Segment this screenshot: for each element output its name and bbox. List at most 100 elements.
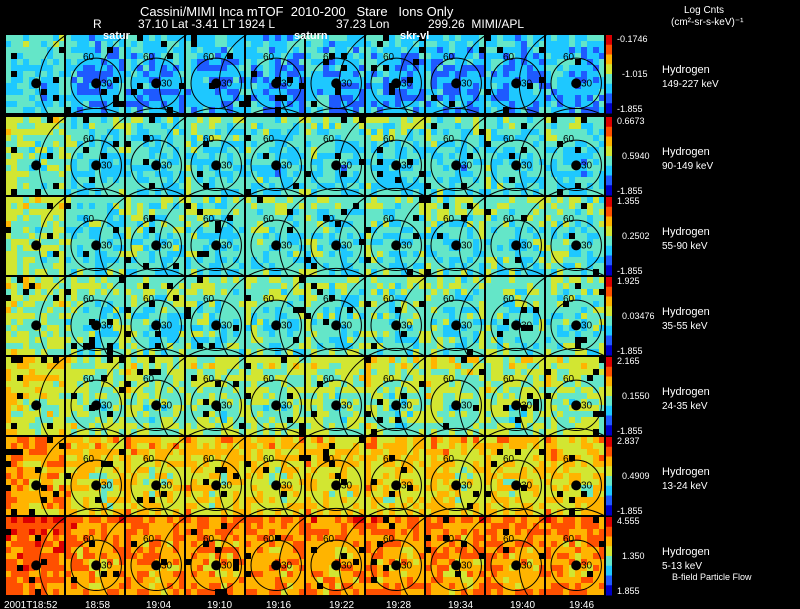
image-panel: [5, 357, 65, 435]
colorbar-segment: [606, 552, 612, 555]
colorbar-segment: [606, 97, 612, 100]
contour-label-60: 60: [383, 294, 395, 305]
contour-label-30: 30: [401, 560, 413, 571]
planet-marker: [151, 78, 162, 89]
colorbar-segment: [606, 569, 612, 573]
image-panel: 30 60: [278, 507, 394, 609]
colorbar-segment: [606, 40, 612, 44]
colorbar-segment: [606, 411, 612, 415]
planet-marker: [211, 400, 222, 411]
time-tick-label: 19:16: [266, 600, 291, 609]
colorbar-segment: [606, 546, 612, 549]
planet-marker: [571, 560, 582, 571]
contour-label-30: 30: [161, 78, 173, 89]
colorbar-segment: [606, 476, 612, 479]
contour-30: [70, 299, 122, 352]
contour-label-60: 60: [443, 214, 455, 225]
colorbar-segment: [606, 52, 612, 55]
colorbar-segment: [606, 593, 612, 596]
contour-30: [370, 219, 422, 272]
colorbar-segment: [606, 48, 612, 52]
overlay-label-3: skr-vl: [400, 30, 430, 42]
colorbar-segment: [606, 403, 612, 407]
colorbar-segment: [606, 317, 612, 321]
contour-30: [310, 459, 362, 512]
image-panel: [5, 35, 65, 113]
colorbar-segment: [606, 124, 612, 128]
planet-marker: [91, 78, 102, 89]
planet-marker: [451, 160, 462, 171]
image-panel: 30 60: [98, 267, 214, 383]
planet-marker: [271, 160, 282, 171]
colorbar-segment: [606, 429, 612, 432]
colorbar-segment: [606, 503, 612, 506]
contour-label-60: 60: [203, 454, 215, 465]
colorbar-segment: [606, 392, 612, 395]
colorbar-segment: [606, 157, 612, 161]
energy-label: 55-90 keV: [662, 241, 708, 252]
colorbar-segment: [606, 280, 612, 284]
overlay-label-1: satur: [103, 30, 130, 42]
colorbar-segment: [606, 522, 612, 526]
image-panel: 30 60: [158, 187, 274, 303]
colorbar-segment: [606, 75, 612, 79]
colorbar-segment: [606, 208, 612, 212]
overlay-label-2: saturn: [294, 30, 328, 42]
colorbar-segment: [606, 271, 612, 274]
planet-marker: [91, 240, 102, 251]
contour-label-30: 30: [581, 560, 593, 571]
colorbar-segment: [606, 528, 612, 532]
image-panel: 30 60: [338, 267, 454, 383]
time-tick-label: 19:40: [510, 600, 535, 609]
colorbar-segment: [606, 374, 612, 377]
contour-label-30: 30: [521, 400, 533, 411]
colorbar-segment: [606, 150, 612, 153]
colorbar-segment: [606, 397, 612, 401]
contour-label-60: 60: [443, 134, 455, 145]
contour-label-60: 60: [563, 374, 575, 385]
planet-marker: [391, 480, 402, 491]
colorbar-segment: [606, 58, 612, 61]
colorbar-mid: 1.350: [622, 551, 645, 561]
image-panel: 30 60: [278, 107, 394, 223]
colorbar-segment: [606, 470, 612, 473]
contour-label-60: 60: [263, 534, 275, 545]
contour-label-60: 60: [383, 52, 395, 63]
lon-value: 37.23 Lon: [336, 17, 390, 31]
contour-label-60: 60: [83, 534, 95, 545]
image-panel: 30 60: [98, 507, 214, 609]
colorbar-segment: [606, 327, 612, 331]
contour-30: [190, 299, 242, 352]
contour-label-60: 60: [143, 534, 155, 545]
contour-label-60: 60: [203, 374, 215, 385]
colorbar-segment: [606, 226, 612, 229]
colorbar-segment: [606, 105, 612, 108]
colorbar-segment: [606, 380, 612, 383]
colorbar-mid: -1.015: [622, 69, 648, 79]
colorbar-segment: [606, 388, 612, 391]
planet-marker: [271, 78, 282, 89]
planet-marker: [91, 160, 102, 171]
contour-label-30: 30: [461, 320, 473, 331]
contour-30: [430, 459, 482, 512]
colorbar-segment: [606, 120, 612, 124]
colorbar-segment: [606, 243, 612, 247]
colorbar-segment: [606, 296, 612, 299]
contour-label-30: 30: [401, 240, 413, 251]
colorbar-segment: [606, 204, 612, 208]
colorbar-segment: [606, 218, 612, 221]
colorbar-segment: [606, 122, 612, 126]
colorbar-segment: [606, 511, 612, 514]
contour-label-60: 60: [83, 214, 95, 225]
colorbar-segment: [606, 349, 612, 352]
contour-label-30: 30: [341, 480, 353, 491]
image-panel: 30 60: [338, 107, 454, 223]
colorbar-segment: [606, 464, 612, 467]
colorbar-segment: [606, 532, 612, 536]
contour-label-60: 60: [323, 52, 335, 63]
colorbar-segment: [606, 362, 612, 366]
contour-30: [70, 139, 122, 192]
colorbar-segment: [606, 132, 612, 136]
contour-label-30: 30: [401, 480, 413, 491]
planet-marker: [391, 400, 402, 411]
